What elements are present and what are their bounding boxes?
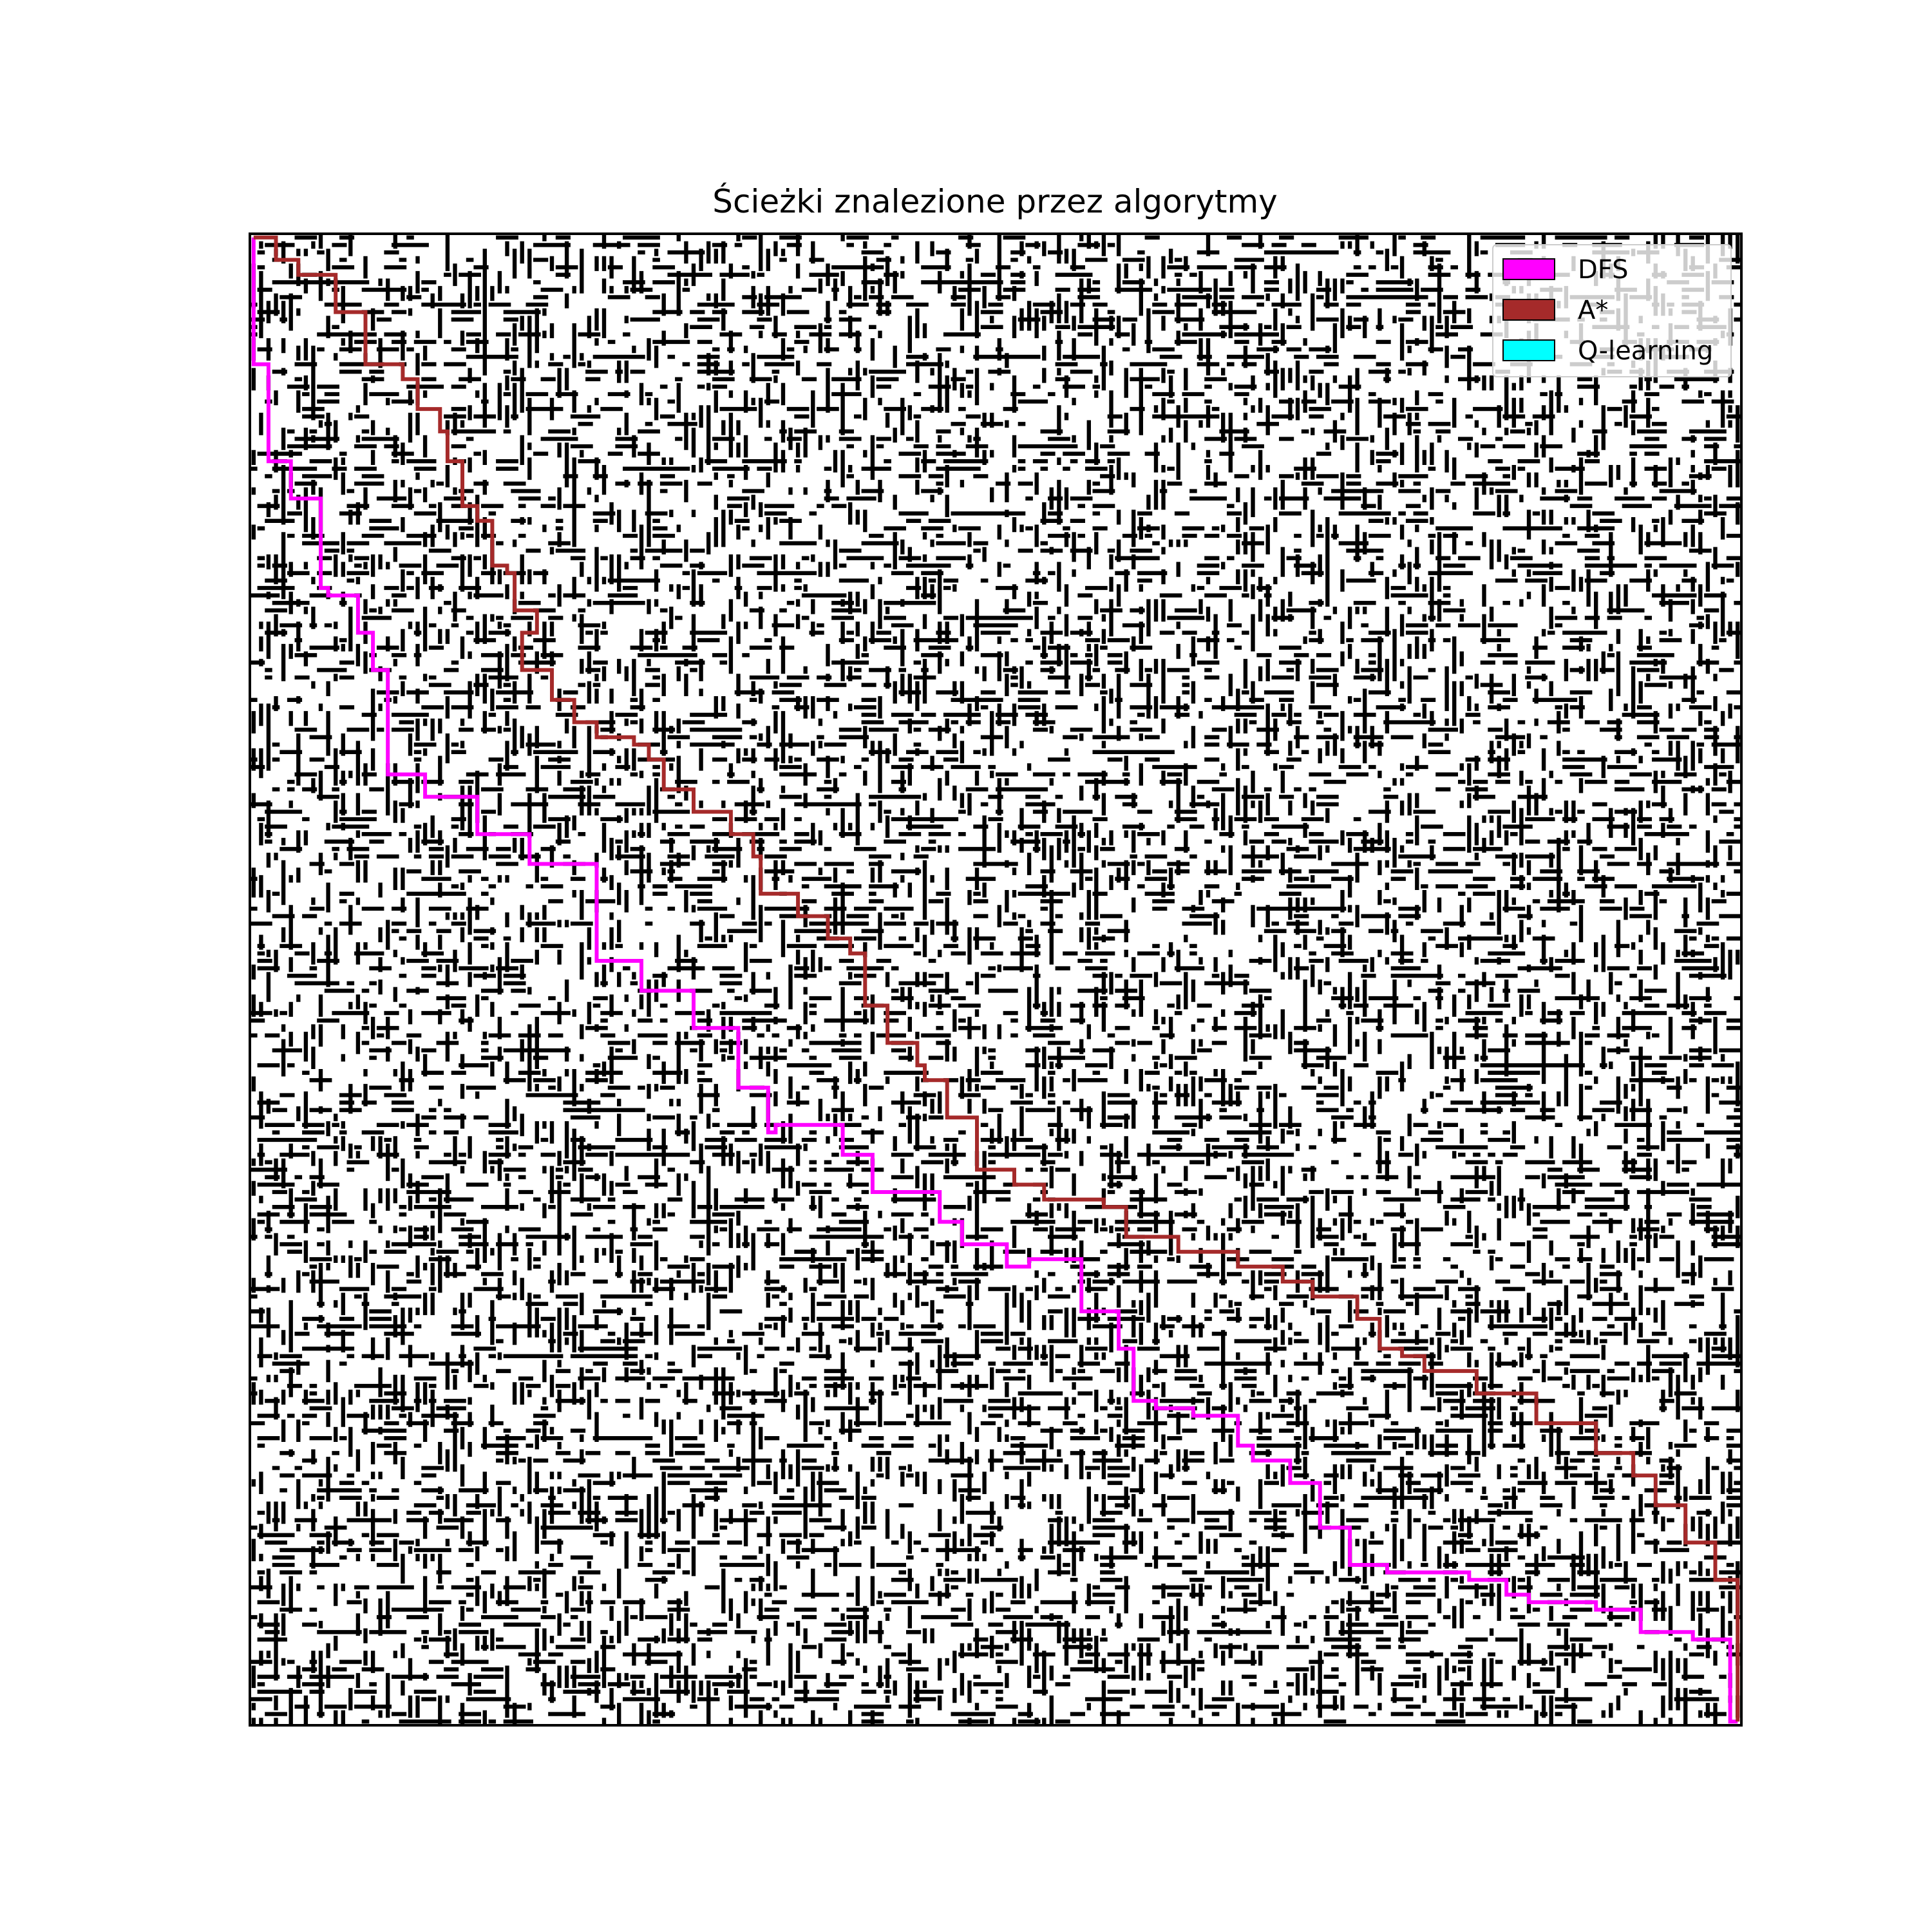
legend-label-dfs: DFS (1578, 255, 1629, 285)
legend-swatch-q-learning (1502, 339, 1555, 361)
legend: DFS A* Q-learning (1492, 244, 1732, 377)
axes-frame (249, 232, 1743, 1727)
legend-label-q-learning: Q-learning (1578, 336, 1713, 366)
legend-label-astar: A* (1578, 296, 1608, 325)
series-path-a- (253, 235, 1740, 1722)
path-layer (251, 235, 1740, 1724)
maze-walls (250, 234, 1741, 1725)
plot-area (249, 232, 1743, 1727)
legend-swatch-dfs (1502, 258, 1555, 280)
maze-grid (250, 234, 1741, 1725)
chart-title: Ścieżki znalezione przez algorytmy (712, 182, 1278, 220)
legend-swatch-astar (1502, 299, 1555, 321)
series-path-dfs (251, 237, 1738, 1724)
